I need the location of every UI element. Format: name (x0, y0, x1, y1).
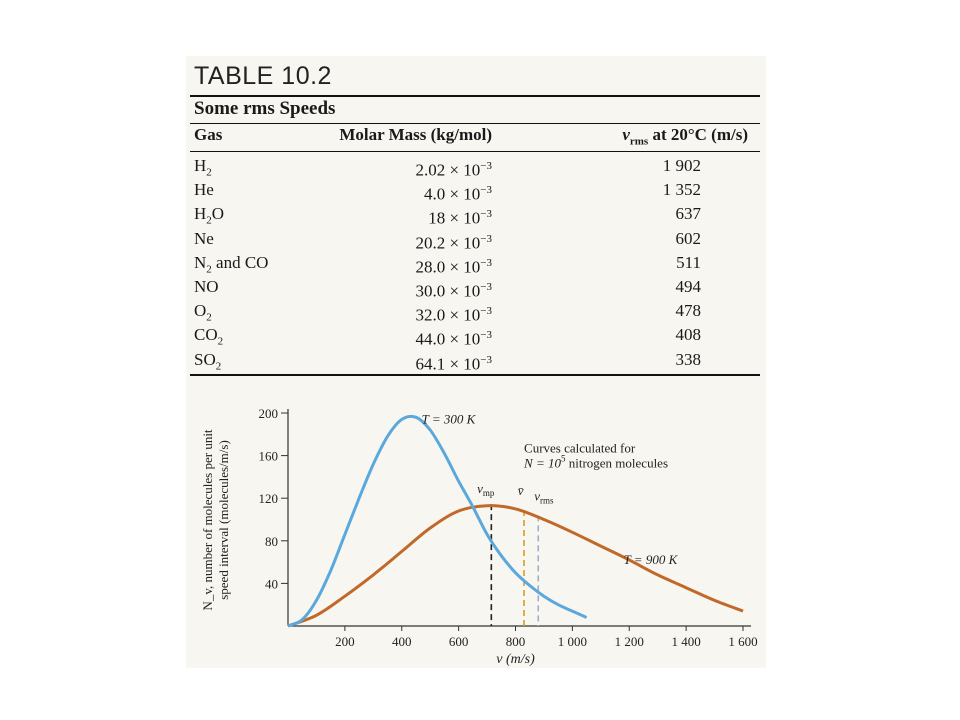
y-axis-label-line1: N_v, number of molecules per unit (200, 429, 215, 610)
gas-cell: CO2 (194, 325, 224, 348)
x-tick-label: 200 (335, 634, 355, 649)
x-tick-label: 800 (506, 634, 526, 649)
caption-rule (190, 123, 760, 124)
y-tick-label: 120 (259, 491, 279, 506)
molar-mass-cell: 30.0 × 10−3 (415, 281, 492, 301)
vrms-cell: 338 (675, 350, 702, 369)
gas-cell: He (194, 180, 214, 199)
molar-mass-cell: 32.0 × 10−3 (415, 305, 492, 325)
vrms-cell: 1 352 (662, 180, 701, 199)
marker-label: vmp (477, 481, 495, 498)
scanned-page (186, 56, 766, 668)
series-label-900k: T = 900 K (624, 552, 679, 567)
molar-mass-cell: 2.02 × 10−3 (415, 160, 492, 180)
y-axis-label-line2: speed interval (molecules/m/s) (216, 440, 231, 600)
vrms-cell: 494 (675, 277, 702, 296)
x-tick-label: 400 (392, 634, 412, 649)
marker-label: v̄ (518, 483, 524, 498)
curve-900k (287, 504, 744, 628)
annotation-line2: N = 105 nitrogen molecules (523, 453, 668, 470)
x-tick-label: 1 000 (558, 634, 587, 649)
series-label-300k: T = 300 K (422, 411, 477, 426)
gas-cell: H2 (194, 156, 212, 179)
molar-mass-cell: 44.0 × 10−3 (415, 329, 492, 349)
y-tick-label: 40 (265, 576, 278, 591)
y-tick-label: 200 (259, 406, 279, 421)
x-axis-label: v (m/s) (496, 652, 535, 667)
header-gas: Gas (194, 125, 223, 144)
bottom-rule (190, 374, 760, 376)
molar-mass-cell: 20.2 × 10−3 (415, 233, 492, 253)
gas-cell: Ne (194, 229, 214, 248)
gas-cell: O2 (194, 301, 212, 324)
x-tick-label: 1 400 (672, 634, 701, 649)
annotation-line1: Curves calculated for (524, 440, 636, 455)
molar-mass-cell: 64.1 × 10−3 (415, 354, 492, 374)
gas-cell: N2 and CO (194, 253, 269, 276)
header-vrms: vrms at 20°C (m/s) (622, 125, 748, 148)
vrms-cell: 602 (675, 229, 702, 248)
gas-cell: NO (194, 277, 219, 296)
x-tick-label: 600 (449, 634, 469, 649)
top-rule (190, 95, 760, 97)
speed-distribution-chart: 40 80 120 160 200 200 400 600 800 1 000 1 200 1 400… (200, 406, 758, 667)
marker-label: vrms (534, 488, 554, 505)
y-tick-label: 160 (259, 449, 279, 464)
gas-cell: H2O (194, 204, 225, 227)
y-tick-label: 80 (265, 534, 278, 549)
x-tick-label: 1 600 (728, 634, 757, 649)
molar-mass-cell: 4.0 × 10−3 (423, 184, 492, 204)
vrms-cell: 637 (675, 204, 702, 223)
vrms-cell: 478 (675, 301, 702, 320)
vrms-cell: 408 (675, 325, 702, 344)
gas-cell: SO2 (194, 350, 222, 373)
header-rule (190, 151, 760, 152)
molar-mass-cell: 18 × 10−3 (428, 208, 492, 228)
table-caption: Some rms Speeds (194, 98, 336, 119)
curve-300k (287, 414, 588, 628)
header-molar-mass: Molar Mass (kg/mol) (339, 125, 492, 144)
table-number: TABLE 10.2 (194, 62, 332, 90)
vrms-cell: 1 902 (662, 156, 701, 175)
x-tick-label: 1 200 (615, 634, 644, 649)
molar-mass-cell: 28.0 × 10−3 (415, 257, 492, 277)
vrms-cell: 511 (676, 253, 701, 272)
